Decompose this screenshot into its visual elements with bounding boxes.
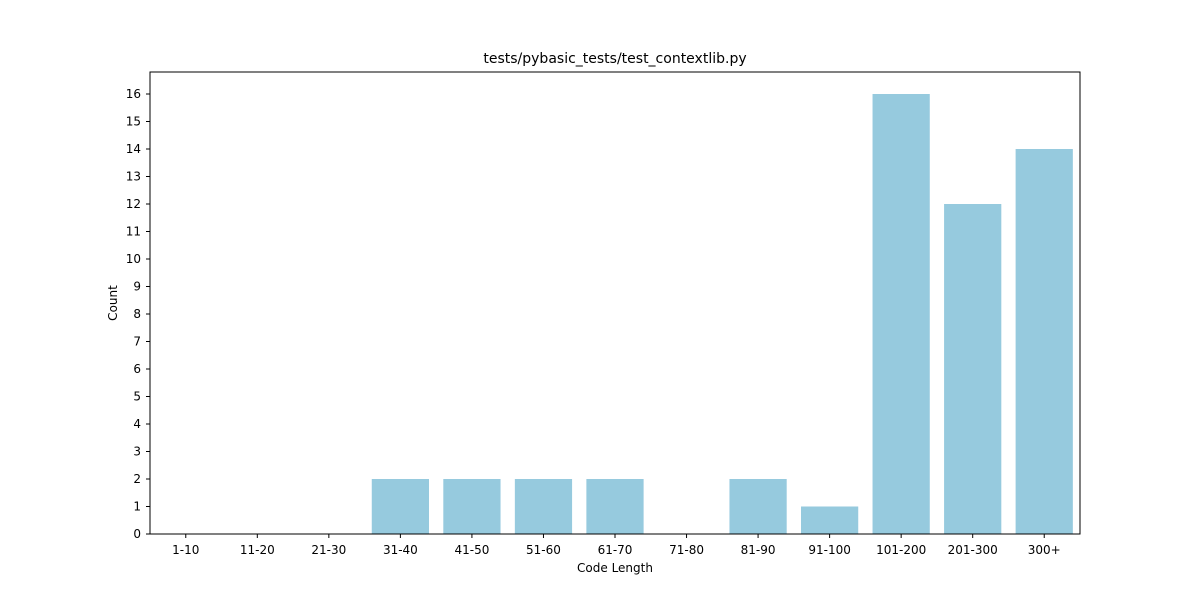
y-tick-label: 5 bbox=[133, 390, 141, 404]
x-tick-label: 91-100 bbox=[808, 543, 851, 557]
x-axis-ticks: 1-10 11-20 21-30 31-40 41-50 51-60 61-70 71-80 8… bbox=[172, 534, 1061, 557]
y-axis-label: Count bbox=[106, 285, 120, 321]
x-tick-label: 21-30 bbox=[311, 543, 346, 557]
chart-title: tests/pybasic_tests/test_contextlib.py bbox=[483, 51, 746, 67]
bars-group bbox=[371, 94, 1073, 534]
y-tick-label: 8 bbox=[133, 307, 141, 321]
bar-91-100 bbox=[801, 506, 859, 534]
bar-41-50 bbox=[443, 479, 501, 534]
bar-201-300 bbox=[944, 204, 1002, 534]
x-tick-label: 81-90 bbox=[741, 543, 776, 557]
y-tick-label: 2 bbox=[133, 472, 141, 486]
y-tick-label: 7 bbox=[133, 335, 141, 349]
y-tick-label: 3 bbox=[133, 445, 141, 459]
y-tick-label: 16 bbox=[126, 87, 141, 101]
bar-81-90 bbox=[729, 479, 787, 534]
x-tick-label: 61-70 bbox=[598, 543, 633, 557]
y-tick-label: 13 bbox=[126, 170, 141, 184]
x-tick-label: 11-20 bbox=[240, 543, 275, 557]
y-tick-label: 11 bbox=[126, 225, 141, 239]
bar-300+ bbox=[1015, 149, 1073, 534]
y-tick-label: 14 bbox=[126, 142, 141, 156]
x-tick-label: 71-80 bbox=[669, 543, 704, 557]
y-tick-label: 10 bbox=[126, 252, 141, 266]
x-tick-label: 300+ bbox=[1028, 543, 1061, 557]
bar-101-200 bbox=[872, 94, 930, 534]
x-axis-label: Code Length bbox=[577, 561, 653, 575]
y-tick-label: 9 bbox=[133, 280, 141, 294]
bar-31-40 bbox=[371, 479, 429, 534]
x-tick-label: 31-40 bbox=[383, 543, 418, 557]
x-tick-label: 41-50 bbox=[454, 543, 489, 557]
y-tick-label: 1 bbox=[133, 500, 141, 514]
bar-61-70 bbox=[586, 479, 644, 534]
y-tick-label: 6 bbox=[133, 362, 141, 376]
x-tick-label: 201-300 bbox=[948, 543, 998, 557]
x-tick-label: 51-60 bbox=[526, 543, 561, 557]
bar-51-60 bbox=[514, 479, 573, 534]
x-tick-label: 1-10 bbox=[172, 543, 199, 557]
y-tick-label: 12 bbox=[126, 197, 141, 211]
y-tick-label: 15 bbox=[126, 115, 141, 129]
plot-area-frame bbox=[149, 71, 1081, 535]
y-tick-label: 0 bbox=[133, 527, 141, 541]
y-tick-label: 4 bbox=[133, 417, 141, 431]
x-tick-label: 101-200 bbox=[876, 543, 926, 557]
